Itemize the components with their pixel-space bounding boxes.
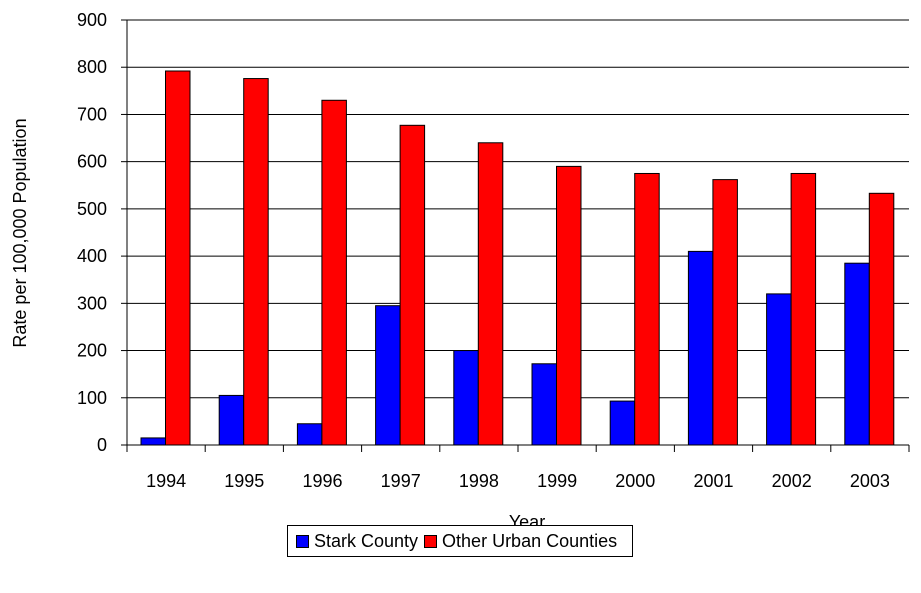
x-tick-label: 1995 bbox=[224, 471, 264, 491]
legend-label-stark-county: Stark County bbox=[314, 530, 419, 551]
bar-stark-county-1994 bbox=[140, 437, 166, 446]
bar-stark-county-1997 bbox=[375, 305, 401, 446]
x-tick-label: 1997 bbox=[381, 471, 421, 491]
y-tick-label: 300 bbox=[77, 293, 107, 313]
tick-labels: 0 100 200 300 400 500 600 700 800 900 1994 1995 1996… bbox=[77, 10, 890, 491]
legend-label-other-urban-counties: Other Urban Counties bbox=[442, 530, 618, 551]
bars bbox=[140, 70, 895, 446]
y-tick-label: 400 bbox=[77, 246, 107, 266]
bar-other-urban-counties-2001 bbox=[712, 179, 738, 446]
x-tick-label: 2000 bbox=[615, 471, 655, 491]
x-tick-label: 2001 bbox=[693, 471, 733, 491]
x-tick-label: 1994 bbox=[146, 471, 186, 491]
bar-other-urban-counties-1998 bbox=[477, 142, 504, 446]
x-tick-label: 1996 bbox=[302, 471, 342, 491]
y-tick-label: 500 bbox=[77, 199, 107, 219]
bar-other-urban-counties-1996 bbox=[321, 99, 347, 446]
bar-stark-county-1998 bbox=[453, 350, 479, 446]
x-tick-label: 2003 bbox=[850, 471, 890, 491]
x-tick-label: 1998 bbox=[459, 471, 499, 491]
axes bbox=[121, 19, 910, 452]
y-tick-label: 700 bbox=[77, 104, 107, 124]
bar-stark-county-1996 bbox=[296, 423, 323, 446]
legend-swatch-other-urban-counties bbox=[424, 534, 438, 548]
y-tick-label: 200 bbox=[77, 341, 107, 361]
bar-stark-county-2001 bbox=[687, 250, 714, 446]
bar-other-urban-counties-2002 bbox=[790, 172, 817, 446]
bar-stark-county-1995 bbox=[218, 394, 245, 446]
legend: Stark County Other Urban Counties bbox=[287, 525, 633, 557]
bar-stark-county-2003 bbox=[844, 262, 870, 446]
bar-other-urban-counties-1999 bbox=[556, 165, 582, 446]
bar-other-urban-counties-1995 bbox=[243, 78, 269, 446]
bar-stark-county-2000 bbox=[609, 400, 636, 446]
bar-other-urban-counties-2000 bbox=[634, 172, 660, 446]
bar-stark-county-2002 bbox=[766, 293, 792, 446]
bar-other-urban-counties-2003 bbox=[868, 192, 895, 446]
x-tick-label: 1999 bbox=[537, 471, 577, 491]
legend-item-stark-county: Stark County bbox=[296, 531, 418, 552]
y-axis-title: Rate per 100,000 Population bbox=[10, 118, 30, 347]
y-tick-label: 100 bbox=[77, 388, 107, 408]
y-tick-label: 900 bbox=[77, 10, 107, 30]
y-tick-label: 800 bbox=[77, 57, 107, 77]
y-tick-label: 0 bbox=[97, 435, 107, 455]
bar-other-urban-counties-1994 bbox=[165, 70, 191, 446]
bar-other-urban-counties-1997 bbox=[399, 124, 426, 446]
x-tick-label: 2002 bbox=[772, 471, 812, 491]
legend-swatch-stark-county bbox=[296, 534, 309, 548]
bar-stark-county-1999 bbox=[531, 363, 557, 446]
legend-item-other-urban-counties: Other Urban Counties bbox=[424, 531, 617, 552]
y-tick-label: 600 bbox=[77, 152, 107, 172]
